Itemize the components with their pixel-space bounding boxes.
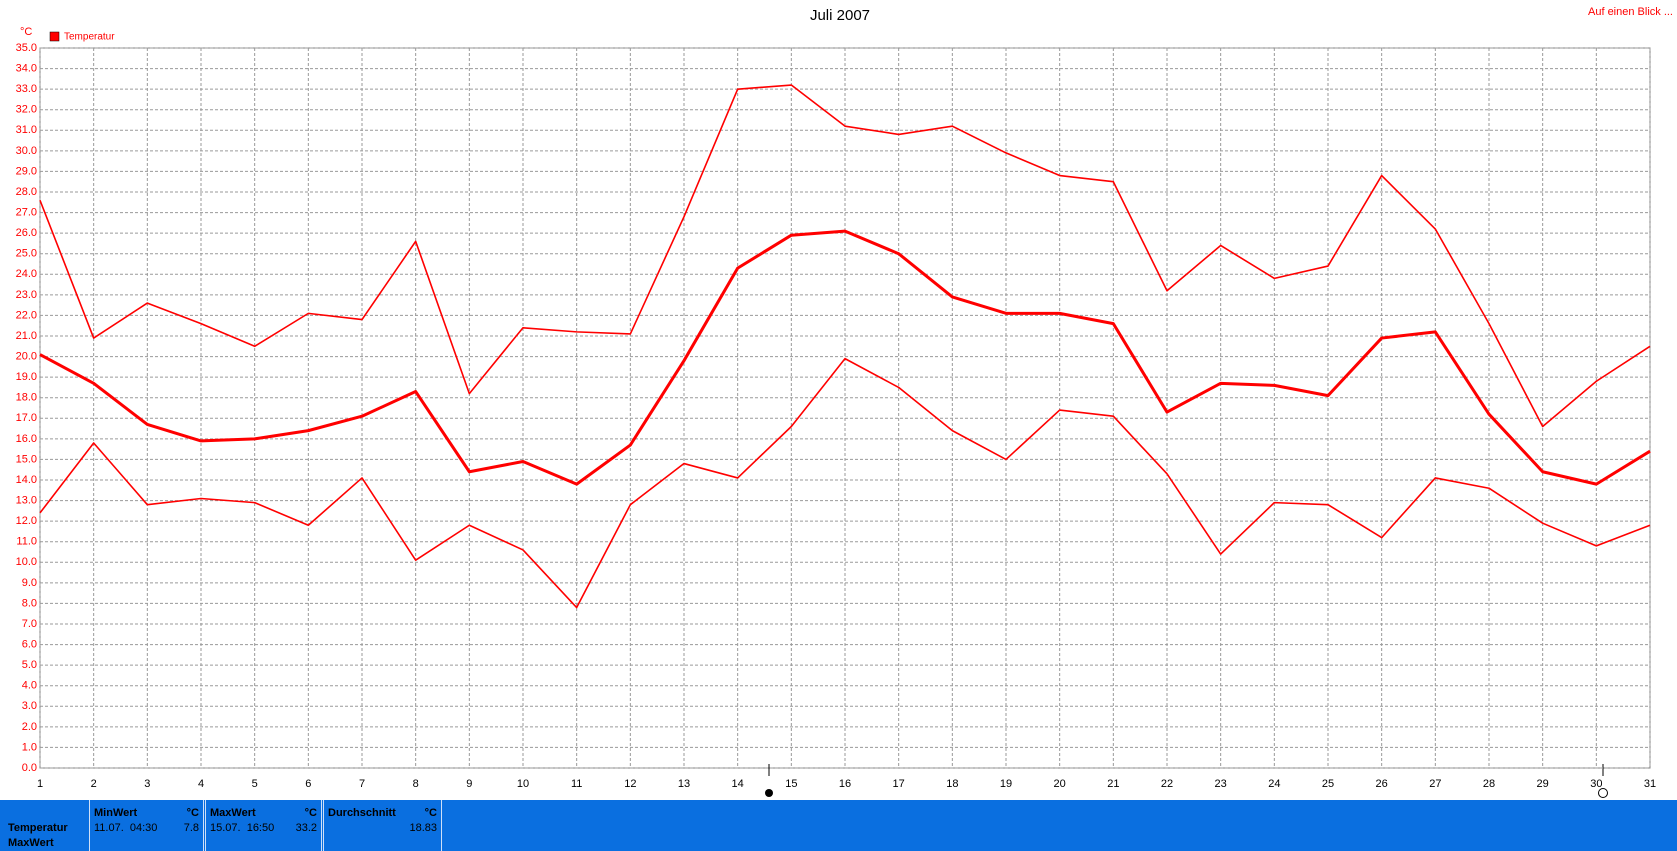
y-tick-label: 17.0 bbox=[16, 412, 37, 424]
summary-panel: Temperatur MaxWert MinWert °C 11.07. 04:… bbox=[0, 800, 1677, 851]
x-tick-label: 3 bbox=[144, 778, 150, 790]
y-tick-label: 0.0 bbox=[22, 762, 37, 774]
cursor-marker[interactable] bbox=[765, 789, 773, 797]
y-tick-label: 30.0 bbox=[16, 145, 37, 157]
y-tick-label: 29.0 bbox=[16, 165, 37, 177]
y-tick-label: 13.0 bbox=[16, 494, 37, 506]
col-unit: °C bbox=[424, 807, 437, 819]
y-tick-label: 35.0 bbox=[16, 42, 37, 54]
y-tick-label: 7.0 bbox=[22, 618, 37, 630]
y-tick-label: 26.0 bbox=[16, 227, 37, 239]
value: 7.8 bbox=[183, 822, 199, 834]
x-tick-label: 26 bbox=[1376, 778, 1388, 790]
y-tick-label: 4.0 bbox=[22, 680, 37, 692]
summary-box: MaxWert °C 15.07. 16:50 33.2 bbox=[205, 800, 322, 851]
col-unit: °C bbox=[186, 807, 199, 819]
value: 33.2 bbox=[295, 822, 317, 834]
temperature-line bbox=[39, 229, 1651, 486]
y-tick-label: 8.0 bbox=[22, 597, 37, 609]
x-tick-label: 1 bbox=[37, 778, 43, 790]
y-tick-label: 33.0 bbox=[16, 83, 37, 95]
summary-box: MinWert °C 11.07. 04:30 7.8 bbox=[89, 800, 204, 851]
x-tick-label: 19 bbox=[1000, 778, 1012, 790]
chart-title: Juli 2007 bbox=[810, 7, 870, 24]
y-tick-label: 23.0 bbox=[16, 289, 37, 301]
x-tick-label: 23 bbox=[1215, 778, 1227, 790]
y-tick-label: 5.0 bbox=[22, 659, 37, 671]
x-tick-label: 10 bbox=[517, 778, 529, 790]
x-tick-label: 22 bbox=[1161, 778, 1173, 790]
summary-box: Durchschnitt °C 18.83 bbox=[323, 800, 442, 851]
y-tick-label: 2.0 bbox=[22, 721, 37, 733]
chart: Juli 2007 Auf einen Blick ... °C Tempera… bbox=[16, 6, 1673, 798]
x-tick-label: 18 bbox=[946, 778, 958, 790]
y-tick-label: 28.0 bbox=[16, 186, 37, 198]
time: 11.07. 04:30 bbox=[94, 822, 158, 834]
y-tick-label: 25.0 bbox=[16, 248, 37, 260]
x-tick-label: 9 bbox=[466, 778, 472, 790]
y-tick-label: 3.0 bbox=[22, 700, 37, 712]
legend-label: Temperatur bbox=[64, 32, 115, 43]
x-tick-label: 17 bbox=[893, 778, 905, 790]
y-tick-label: 21.0 bbox=[16, 330, 37, 342]
col-unit: °C bbox=[304, 807, 317, 819]
y-tick-label: 18.0 bbox=[16, 392, 37, 404]
link[interactable]: Auf einen Blick ... bbox=[1588, 6, 1673, 18]
y-tick-label: 10.0 bbox=[16, 556, 37, 568]
x-tick-label: 29 bbox=[1537, 778, 1549, 790]
col-header: MinWert bbox=[94, 807, 138, 819]
y-tick-label: 6.0 bbox=[22, 638, 37, 650]
y-tick-label: 16.0 bbox=[16, 433, 37, 445]
y-tick-label: 22.0 bbox=[16, 309, 37, 321]
y-tick-label: 19.0 bbox=[16, 371, 37, 383]
cursor-marker[interactable] bbox=[1598, 788, 1608, 798]
x-tick-label: 13 bbox=[678, 778, 690, 790]
temperature-line bbox=[39, 357, 1651, 609]
x-tick-label: 5 bbox=[252, 778, 258, 790]
x-tick-label: 16 bbox=[839, 778, 851, 790]
x-tick-label: 15 bbox=[785, 778, 797, 790]
x-tick-label: 27 bbox=[1429, 778, 1441, 790]
y-tick-label: 31.0 bbox=[16, 124, 37, 136]
x-tick-label: 14 bbox=[732, 778, 744, 790]
x-tick-label: 30 bbox=[1590, 778, 1602, 790]
x-tick-label: 8 bbox=[413, 778, 419, 790]
y-tick-label: 34.0 bbox=[16, 62, 37, 74]
temperature-line bbox=[39, 84, 1651, 428]
x-tick-label: 6 bbox=[305, 778, 311, 790]
legend-swatch bbox=[49, 31, 60, 42]
y-unit: °C bbox=[20, 26, 32, 38]
x-tick-label: 2 bbox=[91, 778, 97, 790]
y-tick-label: 32.0 bbox=[16, 104, 37, 116]
row-labels: Temperatur MaxWert bbox=[0, 800, 88, 851]
row-label: MaxWert bbox=[8, 837, 54, 849]
y-tick-label: 1.0 bbox=[22, 741, 37, 753]
y-tick-label: 11.0 bbox=[16, 536, 37, 548]
x-tick-label: 20 bbox=[1054, 778, 1066, 790]
x-tick-label: 7 bbox=[359, 778, 365, 790]
x-tick-label: 4 bbox=[198, 778, 204, 790]
y-tick-label: 14.0 bbox=[16, 474, 37, 486]
x-tick-label: 21 bbox=[1107, 778, 1119, 790]
y-tick-label: 27.0 bbox=[16, 206, 37, 218]
x-tick-label: 28 bbox=[1483, 778, 1495, 790]
value: 18.83 bbox=[409, 822, 437, 834]
x-tick-label: 11 bbox=[571, 778, 582, 790]
y-tick-label: 9.0 bbox=[22, 577, 37, 589]
col-header: Durchschnitt bbox=[328, 807, 396, 819]
y-tick-label: 15.0 bbox=[16, 453, 37, 465]
x-tick-label: 24 bbox=[1268, 778, 1280, 790]
col-header: MaxWert bbox=[210, 807, 256, 819]
y-tick-label: 20.0 bbox=[16, 350, 37, 362]
time: 15.07. 16:50 bbox=[210, 822, 275, 834]
x-tick-label: 25 bbox=[1322, 778, 1334, 790]
row-label: Temperatur bbox=[8, 822, 68, 834]
x-tick-label: 31 bbox=[1644, 778, 1656, 790]
y-tick-label: 24.0 bbox=[16, 268, 37, 280]
y-tick-label: 12.0 bbox=[16, 515, 37, 527]
x-tick-label: 12 bbox=[624, 778, 636, 790]
